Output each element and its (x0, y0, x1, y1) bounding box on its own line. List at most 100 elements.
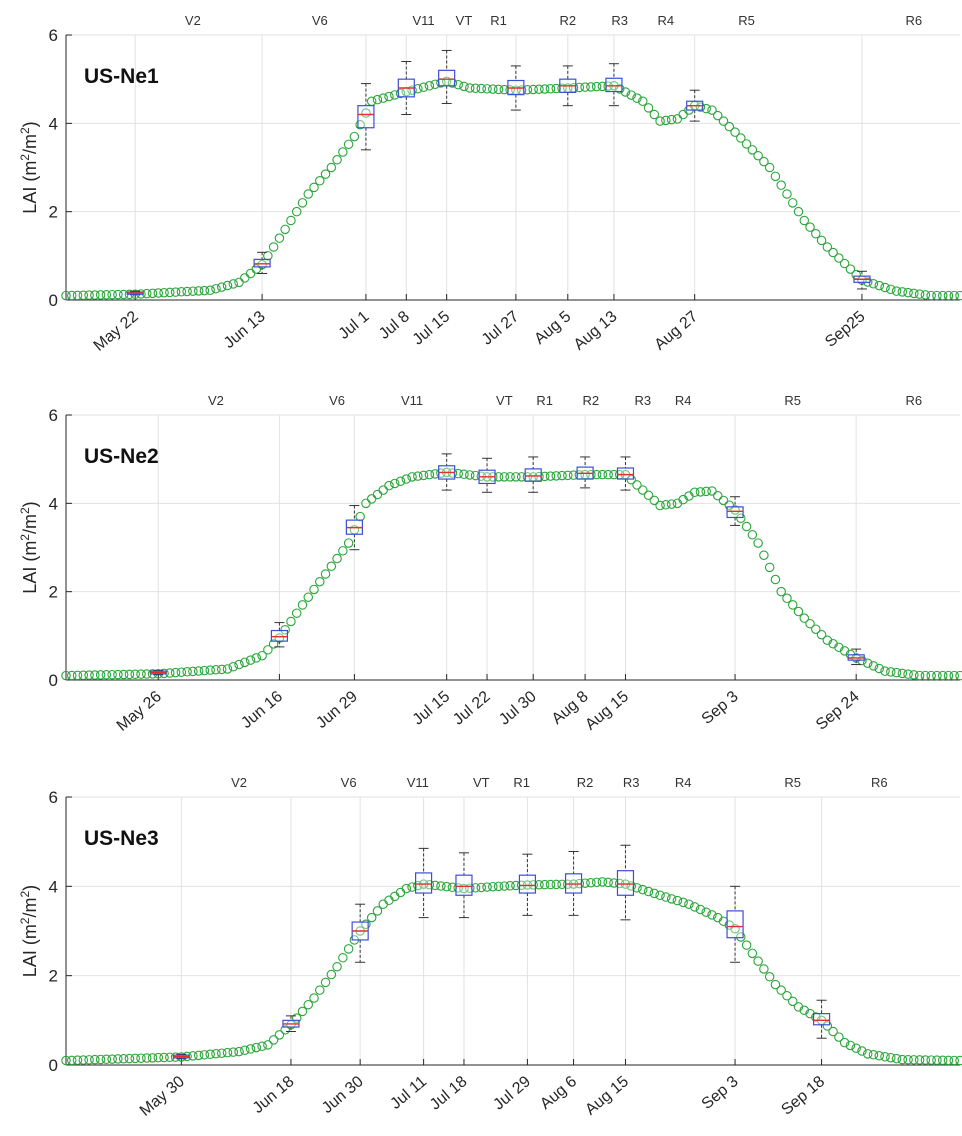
lai-point (291, 1013, 302, 1023)
stage-label: V6 (312, 13, 328, 28)
lai-point (251, 653, 262, 663)
lai-point (315, 985, 325, 995)
lai-point (72, 1055, 83, 1065)
lai-point (482, 882, 492, 892)
lai-point (724, 500, 735, 510)
lai-point (90, 670, 100, 680)
stage-label: R4 (675, 775, 692, 790)
lai-point (464, 83, 475, 93)
lai-point (614, 84, 625, 94)
stage-label: R3 (623, 775, 640, 790)
boxplot (616, 456, 635, 491)
lai-point (753, 956, 763, 966)
y-axis-label-part: ) (20, 885, 40, 891)
lai-point (730, 127, 740, 137)
y-tick-label: 2 (49, 967, 58, 986)
lai-point (499, 84, 510, 95)
lai-point (470, 83, 481, 94)
boxplot (478, 457, 496, 493)
lai-point (343, 139, 354, 150)
lai-point (880, 282, 890, 293)
lai-point (557, 470, 567, 481)
lai-point (499, 472, 510, 482)
lai-point (695, 904, 706, 915)
boxplot (357, 83, 375, 151)
lai-point (366, 912, 377, 923)
lai-point (955, 290, 962, 301)
lai-point (724, 121, 735, 132)
lai-point (67, 670, 77, 681)
lai-point (591, 81, 602, 92)
lai-point (874, 663, 885, 674)
lai-point (378, 485, 388, 495)
lai-point (176, 287, 187, 297)
lai-point (222, 1047, 233, 1058)
lai-point (689, 487, 700, 498)
lai-point (909, 670, 919, 680)
lai-point (378, 93, 388, 103)
lai-point (811, 624, 821, 634)
lai-point (747, 145, 758, 155)
lai-point (828, 247, 838, 258)
lai-point (914, 670, 925, 681)
boxplot (686, 89, 704, 122)
lai-point (713, 110, 723, 121)
boxplot (524, 456, 542, 493)
box (812, 1013, 831, 1026)
lai-point (413, 880, 423, 891)
lai-point (551, 83, 562, 94)
stage-label: V2 (185, 13, 201, 28)
stage-label: R6 (906, 393, 923, 408)
lai-point (730, 505, 740, 515)
y-tick-label: 0 (49, 291, 58, 310)
lai-point (188, 286, 198, 296)
boxplot (438, 49, 456, 104)
lai-point (713, 490, 723, 501)
stage-label: R6 (906, 13, 923, 28)
lai-point (216, 282, 227, 292)
lai-point (591, 877, 602, 888)
lai-point (661, 892, 671, 902)
lai-point (897, 668, 908, 679)
lai-point (188, 666, 198, 677)
lai-point (626, 90, 636, 100)
lai-point (932, 670, 942, 681)
lai-point (228, 1047, 239, 1057)
lai-point (736, 513, 746, 523)
stage-label: V11 (401, 393, 423, 408)
lai-point (159, 1052, 169, 1063)
lai-point (78, 1055, 89, 1065)
lai-point (78, 670, 89, 681)
lai-point (124, 669, 135, 680)
lai-point (436, 881, 446, 891)
x-tick-label: Aug 5 (531, 308, 574, 348)
stage-label: R3 (634, 393, 651, 408)
lai-point (932, 290, 942, 301)
lai-point (764, 162, 775, 173)
x-tick-label: Aug 6 (537, 1073, 580, 1113)
lai-point (776, 985, 786, 995)
x-tick-label: Aug 27 (651, 308, 701, 354)
boxplot (726, 496, 744, 526)
y-tick-label: 4 (49, 114, 58, 133)
boxplot (726, 885, 744, 963)
lai-point (886, 1052, 896, 1063)
lai-point (107, 289, 117, 300)
y-tick-label: 0 (49, 1056, 58, 1075)
lai-point (937, 670, 948, 681)
box (726, 910, 744, 939)
lai-point (159, 287, 169, 298)
lai-point (736, 133, 746, 143)
lai-point (476, 83, 487, 94)
lai-point (205, 1049, 215, 1060)
lai-point (897, 287, 908, 297)
lai-point (943, 290, 954, 301)
lai-point (470, 883, 481, 893)
lai-curve (61, 76, 962, 301)
lai-point (84, 670, 94, 680)
lai-point (165, 287, 175, 298)
lai-point (343, 538, 354, 548)
lai-point (176, 667, 187, 677)
lai-point (90, 1054, 100, 1065)
